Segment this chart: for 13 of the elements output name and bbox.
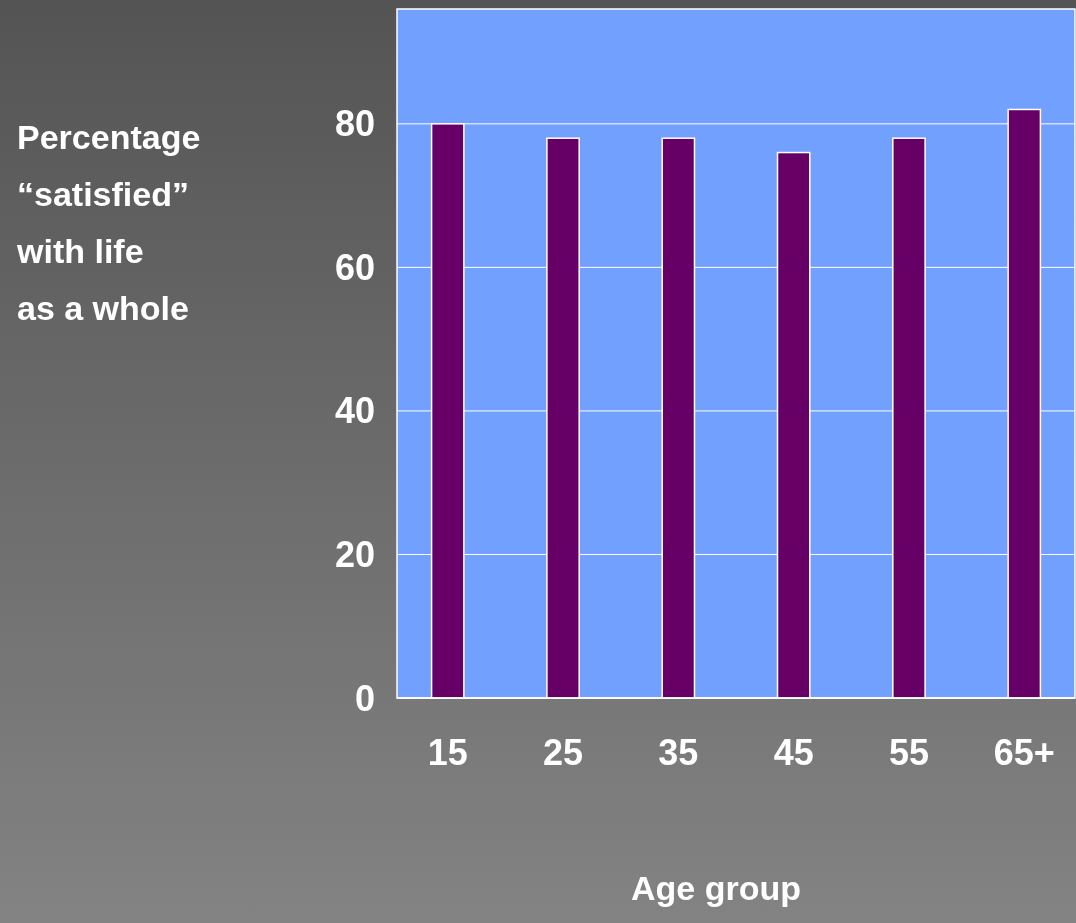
y-tick-label: 0 bbox=[354, 677, 375, 719]
x-tick-label: 65+ bbox=[993, 731, 1055, 773]
y-tick-label: 80 bbox=[334, 103, 375, 145]
y-tick-label: 20 bbox=[334, 533, 375, 575]
y-tick-label: 40 bbox=[334, 390, 375, 432]
x-tick-label: 15 bbox=[427, 731, 468, 773]
y-tick-label: 60 bbox=[334, 246, 375, 288]
x-tick-label: 45 bbox=[773, 731, 814, 773]
x-axis-title: Age group bbox=[631, 869, 801, 907]
x-tick-label: 55 bbox=[888, 731, 929, 773]
x-tick-label: 35 bbox=[658, 731, 699, 773]
y-axis-title: Percentage “satisfied” with life as a whole bbox=[16, 118, 201, 327]
x-tick-label: 25 bbox=[543, 731, 584, 773]
